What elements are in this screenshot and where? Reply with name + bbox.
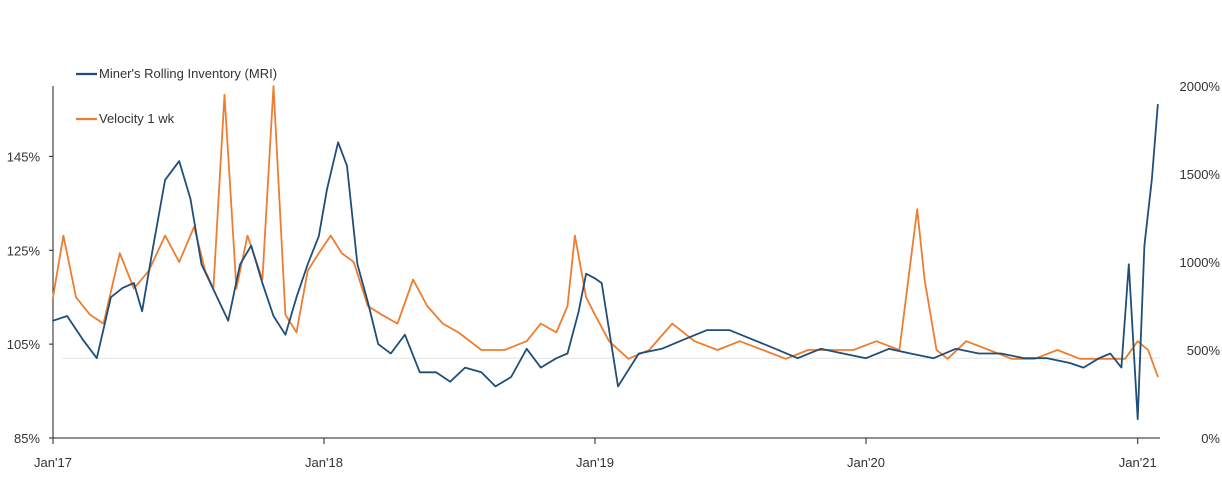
x-tick-label: Jan'17 — [34, 455, 72, 470]
x-tick-label: Jan'19 — [576, 455, 614, 470]
series-line-velocity — [52, 85, 1159, 378]
left-y-tick-label: 85% — [14, 431, 40, 446]
series-lines — [52, 85, 1159, 421]
right-y-tick-label: 1500% — [1180, 167, 1221, 182]
x-axis-ticks: Jan'17 Jan'18 Jan'19 Jan'20 Jan'21 — [34, 438, 1157, 470]
legend: Miner's Rolling Inventory (MRI) Velocity… — [76, 66, 277, 126]
right-y-axis-ticks: 0% 500% 1000% 1500% 2000% — [1180, 79, 1221, 446]
legend-label-mri: Miner's Rolling Inventory (MRI) — [99, 66, 277, 81]
right-y-tick-label: 0% — [1201, 431, 1220, 446]
left-y-tick-label: 105% — [7, 337, 41, 352]
axes — [52, 86, 1160, 439]
right-y-tick-label: 500% — [1187, 343, 1221, 358]
x-tick-label: Jan'21 — [1119, 455, 1157, 470]
x-tick-label: Jan'20 — [847, 455, 885, 470]
x-tick-label: Jan'18 — [305, 455, 343, 470]
left-y-tick-label: 125% — [7, 243, 41, 258]
legend-label-velocity: Velocity 1 wk — [99, 111, 175, 126]
series-line-mri — [52, 103, 1159, 421]
right-y-tick-label: 2000% — [1180, 79, 1221, 94]
right-y-tick-label: 1000% — [1180, 255, 1221, 270]
left-y-tick-label: 145% — [7, 149, 41, 164]
left-y-axis-ticks: 85% 105% 125% 145% — [7, 149, 53, 446]
